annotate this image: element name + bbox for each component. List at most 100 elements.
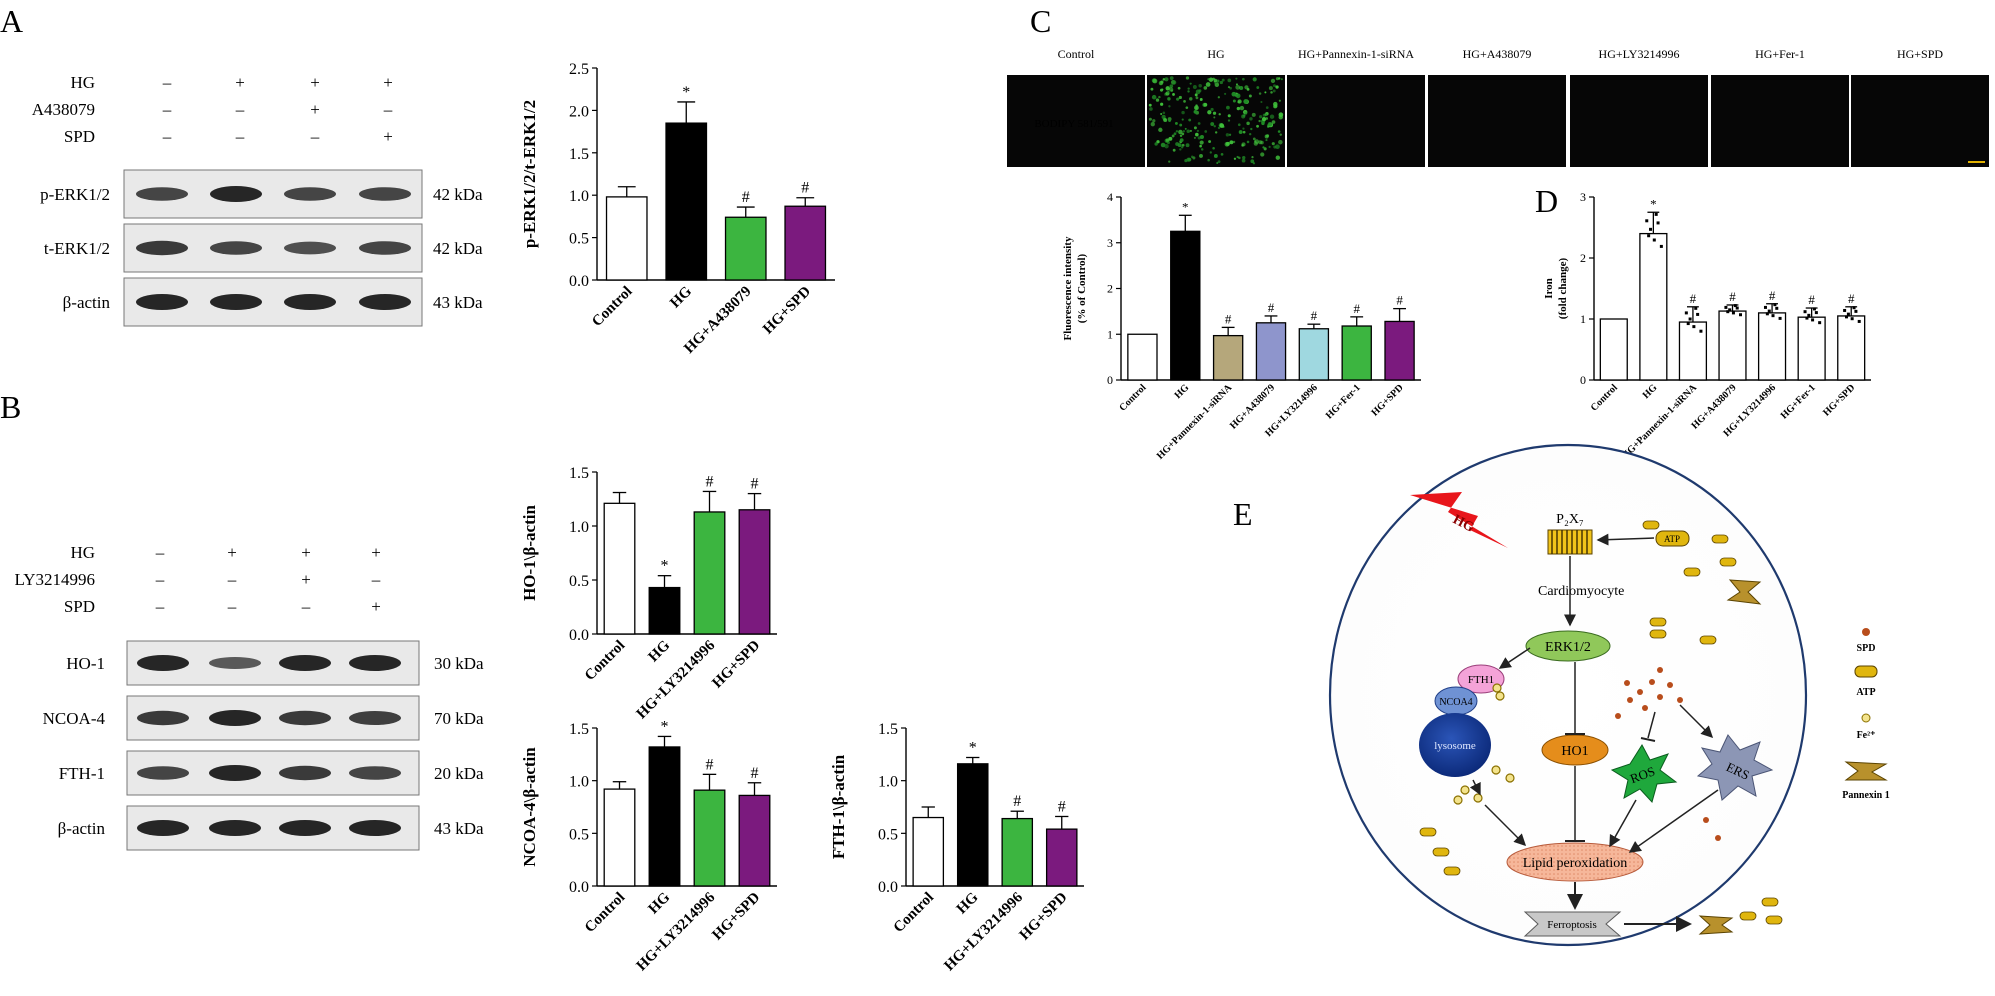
fluorescent-cell	[1214, 131, 1218, 134]
data-point	[1692, 325, 1696, 329]
blot-band	[209, 657, 261, 669]
fluorescent-cell	[1203, 86, 1208, 90]
panel-e-pathway-diagram: HG P₂X₇ ATP Cardiomyocyte ERK1/2 FTH1 NC…	[1328, 443, 1890, 947]
treatment-row-label: SPD	[64, 597, 95, 616]
y-tick-label: 1.5	[878, 721, 898, 738]
treatment-sign: +	[301, 570, 311, 589]
blot-kda-label: 70 kDa	[434, 709, 484, 728]
blot-band	[349, 820, 401, 836]
bar	[738, 509, 771, 635]
fluorescent-cell	[1158, 127, 1163, 133]
y-tick-label: 0.0	[569, 627, 589, 644]
fluorescent-cell	[1189, 97, 1193, 101]
fluorescent-cell	[1237, 123, 1241, 127]
fluorescent-cell	[1212, 77, 1215, 81]
image-column-label: HG+A438079	[1463, 47, 1532, 61]
fluorescent-cell	[1197, 136, 1201, 140]
lysosome-label: lysosome	[1434, 740, 1476, 752]
data-point	[1850, 317, 1854, 321]
fluorescent-cell	[1184, 127, 1187, 130]
fluorescent-cell	[1278, 112, 1284, 118]
fluorescent-cell	[1224, 92, 1227, 96]
bar	[605, 196, 648, 281]
panel-d-letter: D	[1535, 183, 1558, 219]
fluorescent-cell	[1164, 77, 1169, 82]
blot-band	[349, 711, 401, 725]
y-axis-label: HO-1\β-actin	[520, 505, 539, 601]
fth1-node	[1457, 664, 1505, 694]
fluorescent-cell	[1269, 114, 1275, 119]
fluorescent-cell	[1228, 133, 1232, 136]
category-label: HG	[646, 889, 674, 917]
data-point	[1775, 306, 1779, 310]
bar	[738, 794, 771, 887]
data-point	[1857, 319, 1861, 323]
y-tick-label: 0.5	[878, 826, 898, 843]
image-column-label: HG+Fer-1	[1755, 47, 1805, 61]
category-label: HG	[1173, 382, 1192, 401]
hg-lightning-icon	[1410, 492, 1508, 548]
fluorescent-cell	[1185, 143, 1190, 148]
fluorescent-cell	[1239, 105, 1245, 111]
fluorescent-cell	[1168, 160, 1171, 163]
data-point	[1645, 219, 1649, 223]
fth1-label: FTH1	[1468, 674, 1494, 686]
fluorescent-cell	[1186, 129, 1191, 134]
significance-mark: *	[682, 84, 690, 101]
fluorescent-cell	[1179, 134, 1183, 138]
blot-band	[279, 820, 331, 836]
treatment-sign: –	[162, 100, 172, 119]
panel-e-letter: E	[1233, 496, 1253, 532]
fluorescence-image	[1711, 75, 1849, 167]
erk-label: ERK1/2	[1545, 640, 1591, 655]
fluorescent-cell	[1263, 147, 1267, 151]
blot-band	[137, 655, 189, 671]
fluorescent-cell	[1166, 141, 1170, 145]
fluorescent-cell	[1152, 78, 1158, 84]
fluorescent-cell	[1272, 89, 1276, 93]
category-label: HG	[954, 889, 982, 917]
y-tick-label: 1	[1107, 327, 1113, 341]
treatment-row-label: A438079	[32, 100, 95, 119]
significance-mark: #	[1058, 798, 1066, 815]
bar	[1001, 817, 1034, 887]
fluorescent-cell	[1176, 97, 1180, 101]
panel-c-fluorescence-images: Control HG HG+Pannexin-1-siRNA HG+A438079 HG…	[1007, 47, 1989, 167]
y-tick-label: 1	[1580, 312, 1586, 326]
fluorescent-cell	[1227, 78, 1232, 83]
fluorescent-cell	[1280, 78, 1283, 81]
fluorescent-cell	[1261, 116, 1267, 122]
bar	[912, 816, 945, 887]
bar	[724, 216, 767, 281]
treatment-sign: –	[301, 597, 311, 616]
y-tick-label: 2.5	[569, 61, 589, 78]
bar	[1212, 334, 1244, 381]
fluorescent-cell	[1229, 86, 1233, 90]
y-tick-label: 0.0	[878, 879, 898, 896]
fluorescent-cell	[1163, 118, 1168, 123]
treatment-sign: –	[155, 570, 165, 589]
fluorescent-cell	[1158, 95, 1161, 99]
fluorescent-cell	[1258, 92, 1262, 95]
fluorescent-cell	[1273, 104, 1278, 109]
treatment-sign: –	[371, 570, 381, 589]
fluorescent-cell	[1207, 158, 1210, 162]
data-point	[1686, 322, 1690, 326]
significance-mark: #	[1848, 291, 1855, 306]
category-label: HG+SPD	[1370, 382, 1406, 418]
y-axis-label: Fluorescence intensity	[1062, 236, 1074, 340]
fluorescent-cell	[1243, 99, 1249, 104]
data-point	[1649, 227, 1653, 231]
category-label: Control	[582, 638, 628, 684]
treatment-sign: +	[310, 73, 320, 92]
fluorescent-cell	[1198, 84, 1202, 88]
fluorescent-cell	[1239, 85, 1244, 91]
treatment-sign: –	[227, 597, 237, 616]
fluorescent-cell	[1256, 86, 1260, 89]
treatment-sign: –	[235, 127, 245, 146]
fluorescent-cell	[1154, 142, 1158, 146]
fluorescent-cell	[1199, 134, 1204, 140]
blot-band	[279, 655, 331, 671]
fluorescent-cell	[1244, 85, 1249, 90]
bar	[1718, 310, 1747, 381]
